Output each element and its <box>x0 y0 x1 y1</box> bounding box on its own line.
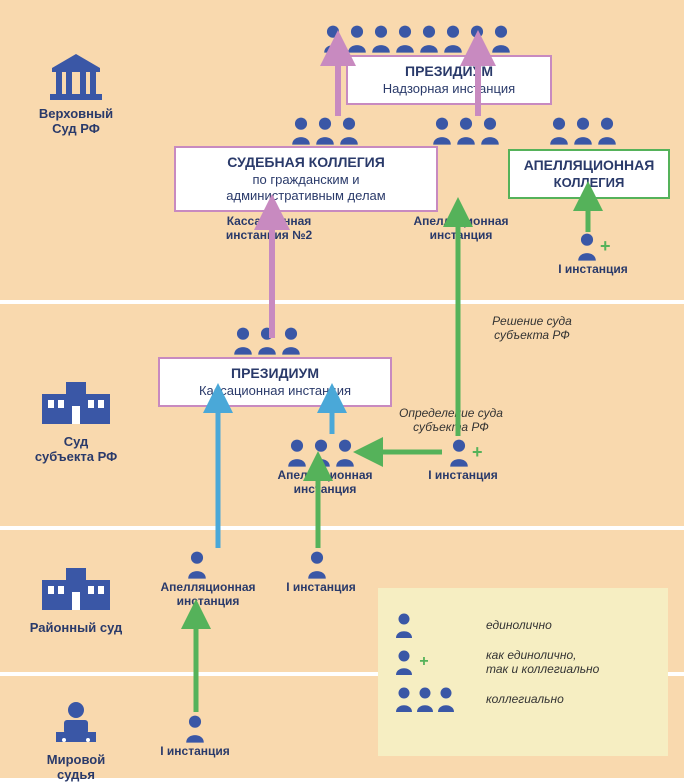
tier-icon-district <box>26 566 126 619</box>
person-group-coll3a <box>290 116 360 145</box>
box-subtitle: КОЛЛЕГИЯ <box>520 175 658 191</box>
person-group-coll3b <box>431 116 501 145</box>
label-instance1_d: I инстанция <box>150 744 240 758</box>
box-presidium_supreme: ПРЕЗИДИУМНадзорная инстанция <box>346 55 552 105</box>
label-instance1_c: I инстанция <box>276 580 366 594</box>
box-presidium_subject: ПРЕЗИДИУМКассационная инстанция <box>158 357 392 407</box>
box-title: СУДЕБНАЯ КОЛЛЕГИЯ <box>186 154 426 172</box>
label-instance1_b: I инстанция <box>418 468 508 482</box>
tier-icon-justice <box>26 698 126 751</box>
person-group-coll3e <box>286 438 356 467</box>
tier-label-subject: Судсубъекта РФ <box>16 434 136 464</box>
plus-mark-0: + <box>600 236 611 257</box>
label-cassation2: Кассационнаяинстанция №2 <box>204 214 334 243</box>
person-group-single2 <box>448 438 470 467</box>
legend-icon <box>394 686 472 712</box>
tier-label-supreme: ВерховныйСуд РФ <box>16 106 136 136</box>
box-title: ПРЕЗИДИУМ <box>170 365 380 383</box>
person-group-single3 <box>186 550 208 579</box>
legend-row-0: единолично <box>394 612 652 638</box>
person-group-single1 <box>576 232 598 261</box>
box-title: АПЕЛЛЯЦИОННАЯ <box>520 157 658 175</box>
person-group-top8 <box>322 24 512 53</box>
person-group-coll3d <box>232 326 302 355</box>
label-appeal_sup: Апелляционнаяинстанция <box>396 214 526 243</box>
tier-label-justice: Мировойсудья <box>16 752 136 782</box>
label-appeal_sub: Апелляционнаяинстанция <box>260 468 390 497</box>
tier-icon-subject <box>26 380 126 433</box>
legend-icon: + <box>394 649 472 675</box>
box-subtitle: Кассационная инстанция <box>170 383 380 399</box>
label-ruling: Определение судасубъекта РФ <box>376 406 526 435</box>
box-title: ПРЕЗИДИУМ <box>358 63 540 81</box>
legend: единолично + как единолично,так и коллеги… <box>378 588 668 756</box>
legend-text: как единолично,так и коллегиально <box>486 648 599 676</box>
box-judicial_collegium: СУДЕБНАЯ КОЛЛЕГИЯпо гражданским иадминис… <box>174 146 438 212</box>
legend-row-1: + как единолично,так и коллегиально <box>394 648 652 676</box>
label-decision: Решение судасубъекта РФ <box>462 314 602 343</box>
legend-text: коллегиально <box>486 692 564 706</box>
box-subtitle: по гражданским иадминистративным делам <box>186 172 426 205</box>
box-subtitle: Надзорная инстанция <box>358 81 540 97</box>
legend-text: единолично <box>486 618 552 632</box>
person-group-single5 <box>184 714 206 743</box>
plus-mark-1: + <box>472 442 483 463</box>
legend-icon <box>394 612 472 638</box>
label-instance1_a: I инстанция <box>548 262 638 276</box>
box-appeal_collegium: АПЕЛЛЯЦИОННАЯКОЛЛЕГИЯ <box>508 149 670 199</box>
person-group-single4 <box>306 550 328 579</box>
legend-row-2: коллегиально <box>394 686 652 712</box>
tier-icon-supreme <box>26 52 126 107</box>
tier-label-district: Районный суд <box>16 620 136 635</box>
person-group-coll3c <box>548 116 618 145</box>
label-appeal_dist: Апелляционнаяинстанция <box>148 580 268 609</box>
